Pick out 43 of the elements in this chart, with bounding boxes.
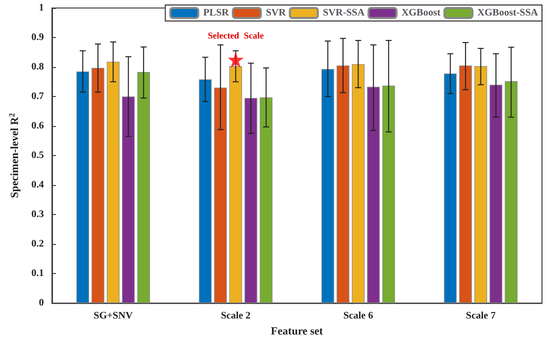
y-tick-label: 0.2 <box>31 238 44 250</box>
bar <box>260 97 272 304</box>
y-axis-title: Specimen-level R2 <box>8 113 21 198</box>
y-tick-label: 0 <box>38 298 44 309</box>
bar <box>137 72 150 304</box>
bar <box>504 81 518 304</box>
bar <box>106 62 120 304</box>
annotation: Selected Scale <box>208 30 264 41</box>
y-tick-label: 0.5 <box>31 150 44 162</box>
bar <box>321 69 334 304</box>
x-tick-label: Scale 7 <box>466 310 496 322</box>
y-tick-label: 0.6 <box>31 120 44 132</box>
legend-label: SVR <box>266 8 287 18</box>
bar <box>198 79 212 304</box>
y-tick-label: 0.7 <box>31 91 44 102</box>
bar <box>244 98 258 304</box>
bar <box>382 86 395 304</box>
y-tick-label: 0.3 <box>31 209 44 220</box>
bar <box>76 71 90 304</box>
bar <box>214 88 227 304</box>
bar <box>490 84 502 304</box>
legend-label: SVR-SSA <box>322 8 366 18</box>
y-tick-label: 0.4 <box>31 180 44 191</box>
x-tick-label: Scale 2 <box>220 310 251 322</box>
legend-label: PLSR <box>203 8 230 18</box>
y-tick-label: 0.1 <box>31 268 44 280</box>
bar <box>474 66 488 304</box>
bar <box>122 96 135 304</box>
bar <box>92 68 104 304</box>
x-tick-label: SG+SNV <box>94 310 134 322</box>
bar <box>336 66 350 304</box>
bar <box>229 66 242 304</box>
y-tick-label: 0.8 <box>31 62 44 73</box>
y-tick-label: 1 <box>38 2 44 14</box>
bar <box>352 64 365 304</box>
x-axis-title: Feature set <box>270 326 324 338</box>
bar <box>459 66 472 304</box>
legend-label: XGBoost <box>402 8 442 18</box>
bar <box>367 86 380 304</box>
bar <box>444 74 457 304</box>
x-tick-label: Scale 6 <box>343 310 374 322</box>
y-tick-label: 0.9 <box>31 32 44 44</box>
legend-label: XGBoost-SSA <box>477 8 539 18</box>
